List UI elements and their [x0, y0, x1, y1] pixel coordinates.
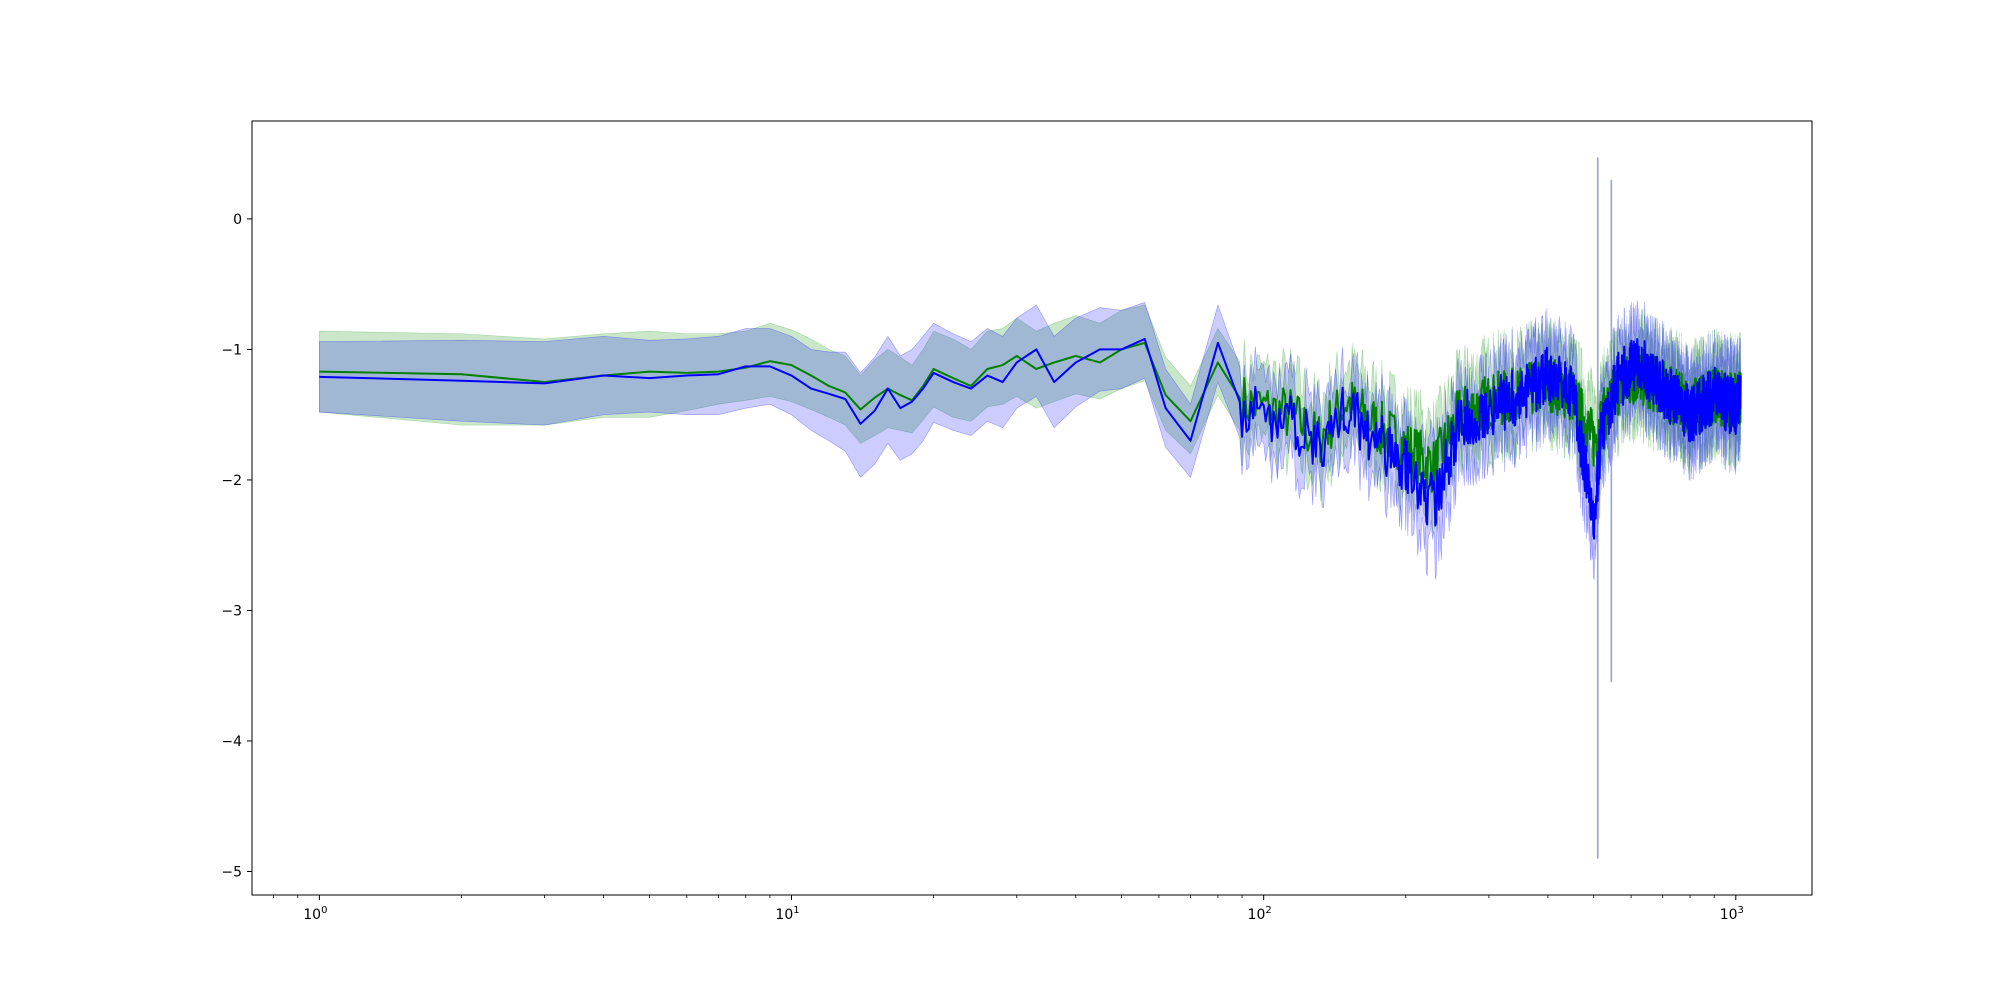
x-tick-label: 100	[303, 905, 327, 923]
x-tick-label: 103	[1720, 905, 1744, 923]
y-tick-label: −4	[221, 734, 242, 750]
x-tick-label: 101	[775, 905, 799, 923]
y-tick-label: −5	[221, 865, 242, 881]
plot-area	[319, 157, 1742, 859]
y-tick-label: −2	[221, 473, 242, 489]
y-tick-label: −3	[221, 603, 242, 619]
axes-frame	[251, 120, 1813, 896]
y-tick-label: 0	[233, 212, 242, 228]
axes: 0 −1 −2 −3 −4 −5 100 101 102 103	[221, 120, 1813, 923]
x-tick-label: 102	[1248, 905, 1272, 923]
y-tick-label: −1	[221, 342, 242, 358]
series-2-line	[319, 337, 1742, 540]
